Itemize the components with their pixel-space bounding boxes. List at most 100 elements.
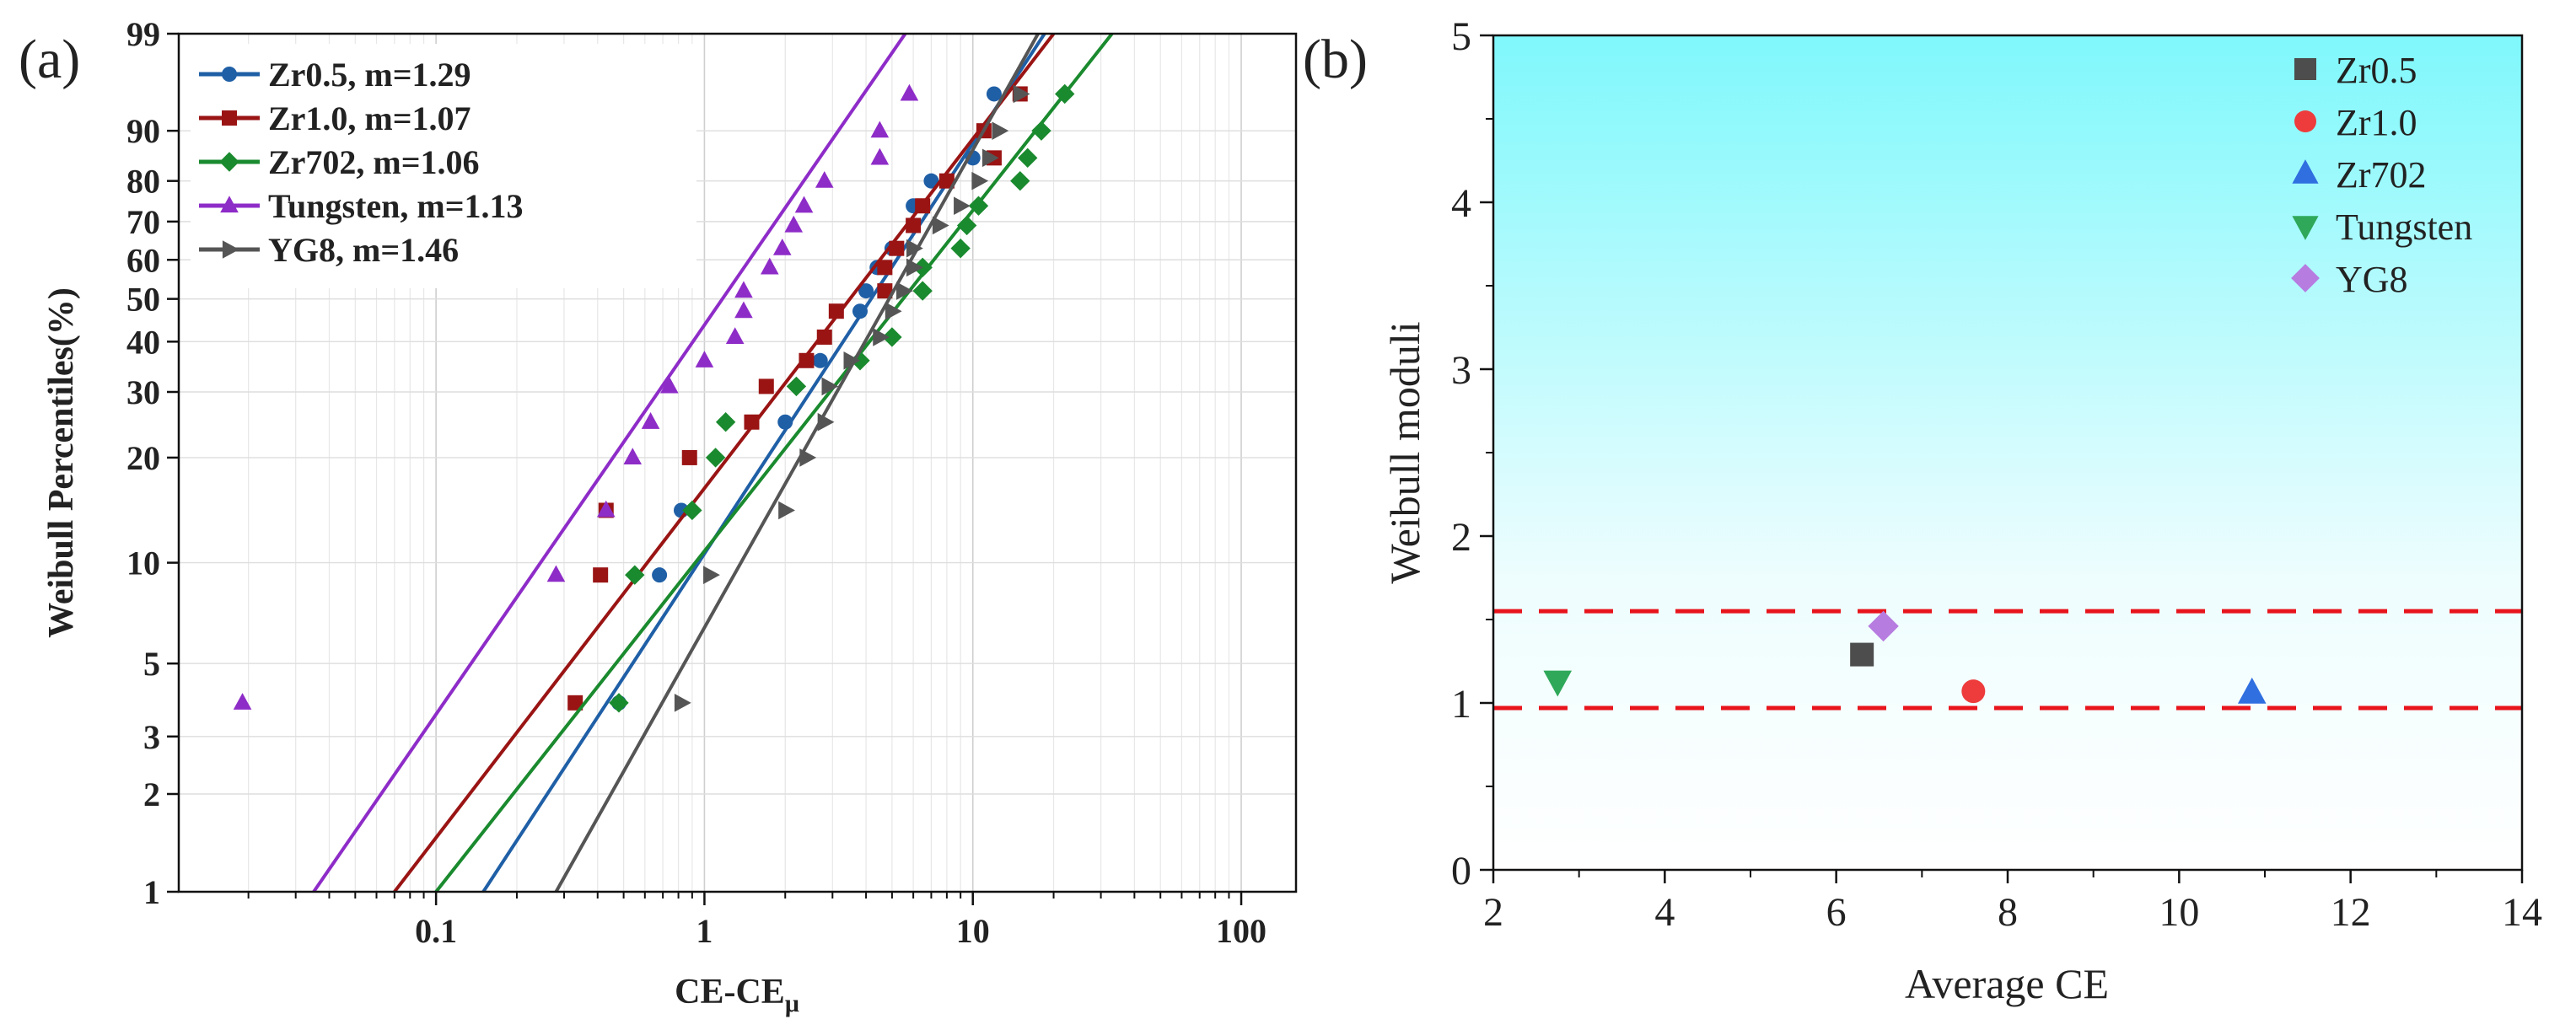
data-point-zr702 — [715, 412, 736, 432]
series-zr702 — [434, 34, 1114, 892]
data-point-zr1-0 — [799, 352, 815, 368]
panel-a-x-tick-label: 10 — [956, 912, 990, 950]
legend-label-zr702: Zr702, m=1.06 — [268, 143, 480, 181]
legend-marker-zr702 — [2292, 159, 2319, 184]
panel-a-x-tick-label: 0.1 — [415, 912, 457, 950]
panel-a-y-tick-label: 70 — [126, 203, 160, 241]
data-point-yg8 — [778, 501, 795, 520]
panel-a-x-tick-label: 1 — [696, 912, 713, 950]
data-point-tungsten — [1543, 670, 1573, 697]
panel-a-series — [233, 34, 1114, 892]
data-point-zr1-0 — [816, 329, 832, 345]
panel-a-y-tick-label: 50 — [126, 281, 160, 319]
panel-b-y-axis-title: Weibull moduli — [1381, 321, 1428, 583]
data-point-zr702 — [1055, 83, 1075, 105]
legend-label-zr1-0: Zr1.0, m=1.07 — [268, 99, 471, 137]
data-point-yg8 — [821, 377, 839, 396]
panel-b-y-tick-label: 5 — [1451, 14, 1471, 59]
data-point-tungsten — [695, 351, 714, 367]
data-point-zr702 — [968, 196, 989, 216]
panel-a-y-tick-label: 99 — [126, 15, 160, 53]
data-point-zr0-5 — [1850, 642, 1874, 667]
data-point-tungsten — [734, 281, 753, 298]
legend-entry-zr1-0: Zr1.0 — [2294, 102, 2417, 143]
legend-marker-zr1-0 — [2294, 110, 2316, 132]
data-point-yg8 — [843, 351, 861, 370]
legend-marker-zr0-5 — [222, 67, 237, 82]
data-point-tungsten — [794, 196, 814, 213]
data-point-zr702 — [705, 448, 726, 468]
fit-line-yg8 — [554, 34, 1040, 892]
panel-b-y-tick-label: 4 — [1451, 181, 1471, 226]
panel-b-x-tick-label: 2 — [1483, 890, 1503, 935]
legend-entry-zr1-0: Zr1.0, m=1.07 — [199, 99, 471, 137]
legend-label-yg8: YG8 — [2336, 259, 2408, 300]
panel-b-y-tick-label: 1 — [1451, 682, 1471, 727]
legend-entry-zr702: Zr702 — [2292, 154, 2427, 196]
data-point-zr1-0 — [889, 240, 905, 256]
data-point-yg8 — [1868, 610, 1899, 642]
panel-b-label: (b) — [1303, 29, 1368, 90]
panel-b-x-axis-title: Average CE — [1905, 960, 2109, 1007]
legend-marker-zr1-0 — [222, 110, 237, 126]
data-point-zr1-0 — [828, 303, 844, 319]
series-yg8 — [554, 34, 1040, 892]
panel-a-y-tick-label: 5 — [143, 645, 160, 683]
panel-a-y-tick-label: 10 — [126, 545, 160, 582]
data-point-yg8 — [954, 196, 971, 216]
data-point-yg8 — [932, 216, 949, 235]
legend-label-yg8: YG8, m=1.46 — [268, 231, 459, 269]
panel-a-y-tick-label: 3 — [143, 718, 160, 756]
data-point-zr1-0 — [567, 695, 583, 711]
data-point-tungsten — [233, 693, 252, 710]
data-point-tungsten — [660, 376, 679, 394]
data-point-zr702 — [682, 500, 702, 521]
panel-a-x-axis-title: CE-CEμ — [675, 973, 799, 1017]
panel-a-label: (a) — [19, 29, 80, 90]
panel-b-x-tick-label: 10 — [2159, 890, 2199, 935]
data-point-zr702 — [950, 238, 971, 259]
data-point-zr0-5 — [812, 352, 828, 368]
panel-b-x-tick-label: 8 — [1998, 890, 2018, 935]
data-point-yg8 — [906, 258, 923, 277]
legend-marker-yg8 — [2291, 264, 2320, 292]
panel-b-x-tick-label: 12 — [2331, 890, 2371, 935]
data-point-zr1-0 — [915, 198, 931, 214]
panel-a-y-tick-label: 20 — [126, 439, 160, 477]
panel-b-legend: Zr0.5 Zr1.0 Zr702 Tungsten YG8 — [2291, 50, 2472, 300]
data-point-zr0-5 — [652, 567, 668, 583]
data-point-zr702 — [609, 693, 629, 713]
data-point-tungsten — [641, 412, 660, 429]
panel-b-x-tick-label: 6 — [1826, 890, 1847, 935]
data-point-zr1-0 — [1961, 679, 1986, 704]
panel-a-y-tick-label: 90 — [126, 112, 160, 150]
data-point-tungsten — [870, 121, 890, 138]
panel-a-x-axis-title-subscript: μ — [785, 990, 799, 1017]
data-point-tungsten — [760, 257, 779, 275]
data-point-yg8 — [873, 328, 890, 346]
panel-a-legend-box — [191, 44, 696, 288]
data-point-zr0-5 — [923, 173, 939, 189]
data-point-zr702 — [625, 565, 645, 585]
panel-a-frame — [177, 32, 1298, 893]
data-point-zr702 — [1017, 148, 1038, 169]
panel-a-legend: Zr0.5, m=1.29 Zr1.0, m=1.07 Zr702, m=1.06 T… — [191, 44, 696, 288]
legend-entry-zr0-5: Zr0.5, m=1.29 — [199, 56, 471, 94]
legend-marker-tungsten — [220, 196, 239, 213]
data-point-yg8 — [1013, 84, 1030, 104]
panel-b-y-tick-label: 2 — [1451, 515, 1471, 560]
legend-entry-zr702: Zr702, m=1.06 — [199, 143, 480, 181]
data-point-zr0-5 — [852, 303, 868, 319]
data-point-tungsten — [734, 301, 753, 319]
panel-b-y-tick-label: 3 — [1451, 348, 1471, 393]
data-point-zr702 — [786, 376, 807, 397]
data-point-yg8 — [906, 239, 923, 258]
data-point-tungsten — [772, 238, 792, 255]
data-point-tungsten — [784, 215, 804, 233]
data-point-zr702 — [2237, 677, 2267, 704]
legend-marker-zr702 — [219, 152, 239, 172]
panel-b-x-tick-label: 14 — [2502, 890, 2542, 935]
legend-label-zr702: Zr702 — [2336, 154, 2427, 196]
panel-a-y-axis-title: Weibull Percentiles(%) — [42, 287, 81, 638]
